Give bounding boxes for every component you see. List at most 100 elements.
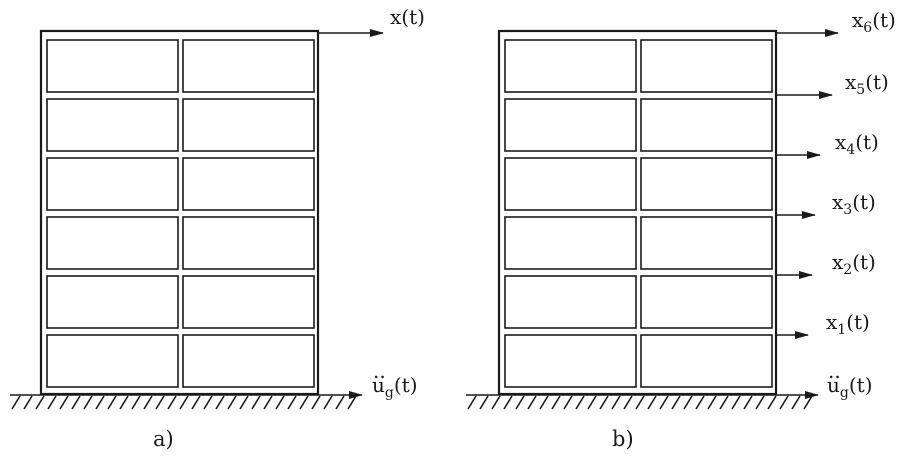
frame-b-panel bbox=[640, 275, 773, 329]
ground-hatch-stroke bbox=[599, 395, 609, 410]
frame-b-panel bbox=[504, 39, 637, 93]
frame-b-panel bbox=[504, 157, 637, 211]
ground-hatch-stroke bbox=[191, 395, 201, 410]
frame-a-panel bbox=[182, 98, 315, 152]
ground-hatch-stroke bbox=[623, 395, 633, 410]
ground-hatch-stroke bbox=[71, 395, 81, 410]
frame-b-panel bbox=[640, 98, 773, 152]
ground-hatch-stroke bbox=[263, 395, 273, 410]
frame-a-panels bbox=[46, 39, 315, 388]
floor-3-label: x3(t) bbox=[832, 190, 876, 218]
ground-hatch-stroke bbox=[251, 395, 261, 410]
frame-b-panels bbox=[504, 39, 773, 388]
ground-hatch-stroke bbox=[155, 395, 165, 410]
frame-a-ground-label-accent: .. bbox=[373, 359, 386, 383]
ground-hatch-stroke bbox=[299, 395, 309, 410]
floor-5-label: x5(t) bbox=[845, 70, 889, 98]
frame-a-panel bbox=[182, 39, 315, 93]
ground-hatch-stroke bbox=[131, 395, 141, 410]
ground-hatch-stroke bbox=[647, 395, 657, 410]
ground-hatch-stroke bbox=[743, 395, 753, 410]
ground-hatch-stroke bbox=[275, 395, 285, 410]
ground-hatch-stroke bbox=[179, 395, 189, 410]
frame-b-panel bbox=[504, 334, 637, 388]
ground-hatch-stroke bbox=[215, 395, 225, 410]
ground-hatch-stroke bbox=[503, 395, 513, 410]
floor-2-label: x2(t) bbox=[832, 250, 876, 278]
ground-hatch-stroke bbox=[167, 395, 177, 410]
ground-hatch-stroke bbox=[227, 395, 237, 410]
frame-a-panel bbox=[46, 39, 179, 93]
frame-b-panel bbox=[640, 157, 773, 211]
ground-hatch-stroke bbox=[119, 395, 129, 410]
frame-b-ground-hatch bbox=[467, 395, 813, 410]
ground-hatch-stroke bbox=[587, 395, 597, 410]
frame-a-panel bbox=[182, 216, 315, 270]
frame-a-panel bbox=[182, 275, 315, 329]
caption-a: a) bbox=[153, 427, 174, 451]
ground-hatch-stroke bbox=[755, 395, 765, 410]
ground-hatch-stroke bbox=[107, 395, 117, 410]
frame-b-panel bbox=[504, 275, 637, 329]
ground-hatch-stroke bbox=[467, 395, 477, 410]
frame-b-outline bbox=[497, 29, 778, 396]
frame-b-panel bbox=[640, 216, 773, 270]
ground-hatch-stroke bbox=[239, 395, 249, 410]
frame-a-panel bbox=[46, 334, 179, 388]
frame-a-panel bbox=[46, 216, 179, 270]
frame-b-panel bbox=[640, 334, 773, 388]
ground-hatch-stroke bbox=[719, 395, 729, 410]
frame-a: x(t) ug(t) .. a) bbox=[10, 5, 425, 451]
ground-hatch-stroke bbox=[683, 395, 693, 410]
ground-hatch-stroke bbox=[527, 395, 537, 410]
ground-hatch-stroke bbox=[47, 395, 57, 410]
ground-hatch-stroke bbox=[287, 395, 297, 410]
ground-hatch-stroke bbox=[95, 395, 105, 410]
frame-b-floor-labels: x6(t) x5(t) x4(t) x3(t) x2(t) x1(t) bbox=[826, 8, 896, 338]
floor-6-label: x6(t) bbox=[852, 8, 896, 36]
ground-hatch-stroke bbox=[695, 395, 705, 410]
ground-hatch-stroke bbox=[59, 395, 69, 410]
ground-hatch-stroke bbox=[707, 395, 717, 410]
ground-hatch-stroke bbox=[23, 395, 33, 410]
ground-hatch-stroke bbox=[347, 395, 357, 410]
caption-b: b) bbox=[612, 427, 634, 451]
ground-hatch-stroke bbox=[803, 395, 813, 410]
ground-hatch-stroke bbox=[659, 395, 669, 410]
ground-hatch-stroke bbox=[791, 395, 801, 410]
ground-hatch-stroke bbox=[515, 395, 525, 410]
frame-a-ground-label: ug(t) bbox=[372, 373, 418, 401]
ground-hatch-stroke bbox=[563, 395, 573, 410]
ground-hatch-stroke bbox=[203, 395, 213, 410]
ground-hatch-stroke bbox=[11, 395, 21, 410]
frame-a-ground-hatch bbox=[11, 395, 357, 410]
ground-hatch-stroke bbox=[767, 395, 777, 410]
ground-hatch-stroke bbox=[635, 395, 645, 410]
frame-b-ground-label: ug(t) bbox=[827, 373, 873, 401]
frame-a-panel bbox=[182, 157, 315, 211]
frame-a-panel bbox=[46, 157, 179, 211]
frame-b-panel bbox=[504, 98, 637, 152]
frame-b-ground-label-accent: .. bbox=[828, 359, 841, 383]
ground-hatch-stroke bbox=[539, 395, 549, 410]
ground-hatch-stroke bbox=[83, 395, 93, 410]
ground-hatch-stroke bbox=[311, 395, 321, 410]
ground-hatch-stroke bbox=[551, 395, 561, 410]
frame-a-top-label: x(t) bbox=[390, 5, 425, 29]
ground-hatch-stroke bbox=[779, 395, 789, 410]
frame-a-panel bbox=[46, 275, 179, 329]
frame-b-panel bbox=[640, 39, 773, 93]
floor-4-label: x4(t) bbox=[835, 130, 879, 158]
ground-hatch-stroke bbox=[323, 395, 333, 410]
ground-hatch-stroke bbox=[479, 395, 489, 410]
frame-a-panel bbox=[46, 98, 179, 152]
ground-hatch-stroke bbox=[35, 395, 45, 410]
frame-b-panel bbox=[504, 216, 637, 270]
ground-hatch-stroke bbox=[335, 395, 345, 410]
frame-b: x6(t)x5(t)x4(t)x3(t)x2(t)x1(t) ug(t) .. … bbox=[466, 8, 896, 451]
ground-hatch-stroke bbox=[143, 395, 153, 410]
frame-a-panel bbox=[182, 334, 315, 388]
ground-hatch-stroke bbox=[491, 395, 501, 410]
floor-1-label: x1(t) bbox=[826, 310, 870, 338]
